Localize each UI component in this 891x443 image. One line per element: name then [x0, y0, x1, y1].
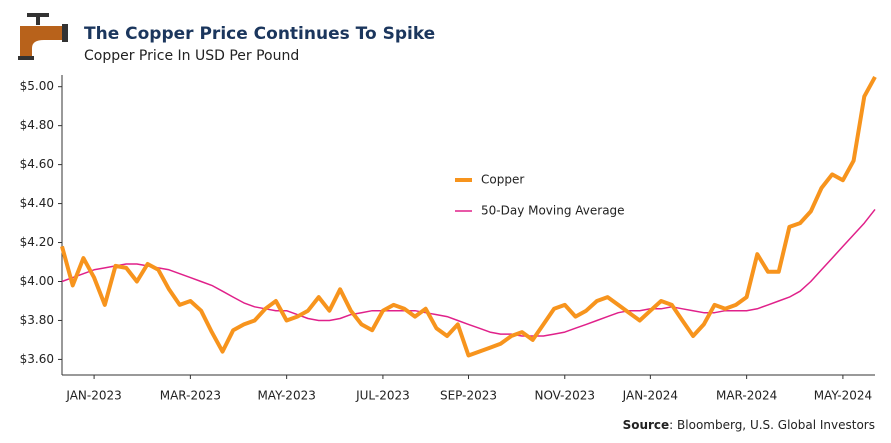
source-text: : Bloomberg, U.S. Global Investors [669, 418, 875, 432]
y-tick-label: $4.00 [20, 274, 54, 288]
chart-subtitle: Copper Price In USD Per Pound [84, 48, 299, 64]
y-tick-label: $5.00 [20, 79, 54, 93]
y-tick-label: $3.80 [20, 313, 54, 327]
x-tick-label: MAR-2023 [160, 389, 221, 403]
x-tick-label: NOV-2023 [534, 389, 595, 403]
x-tick-label: MAY-2023 [257, 389, 315, 403]
legend-label: Copper [481, 173, 524, 187]
y-tick-label: $3.60 [20, 352, 54, 366]
y-tick-label: $4.80 [20, 118, 54, 132]
faucet-icon [18, 13, 68, 60]
y-tick-label: $4.40 [20, 196, 54, 210]
x-tick-label: SEP-2023 [440, 389, 497, 403]
x-tick-label: MAR-2024 [716, 389, 777, 403]
x-tick-label: JUL-2023 [355, 389, 410, 403]
series-line [60, 75, 877, 358]
x-tick-label: JAN-2024 [622, 389, 678, 403]
source: Source: Bloomberg, U.S. Global Investors [623, 418, 875, 432]
y-tick-label: $4.20 [20, 235, 54, 249]
x-tick-label: MAY-2024 [814, 389, 872, 403]
legend-label: 50-Day Moving Average [481, 204, 625, 218]
y-tick-label: $4.60 [20, 157, 54, 171]
x-tick-label: JAN-2023 [65, 389, 121, 403]
source-label: Source [623, 418, 670, 432]
series-line [61, 208, 876, 337]
chart-title: The Copper Price Continues To Spike [84, 24, 435, 44]
